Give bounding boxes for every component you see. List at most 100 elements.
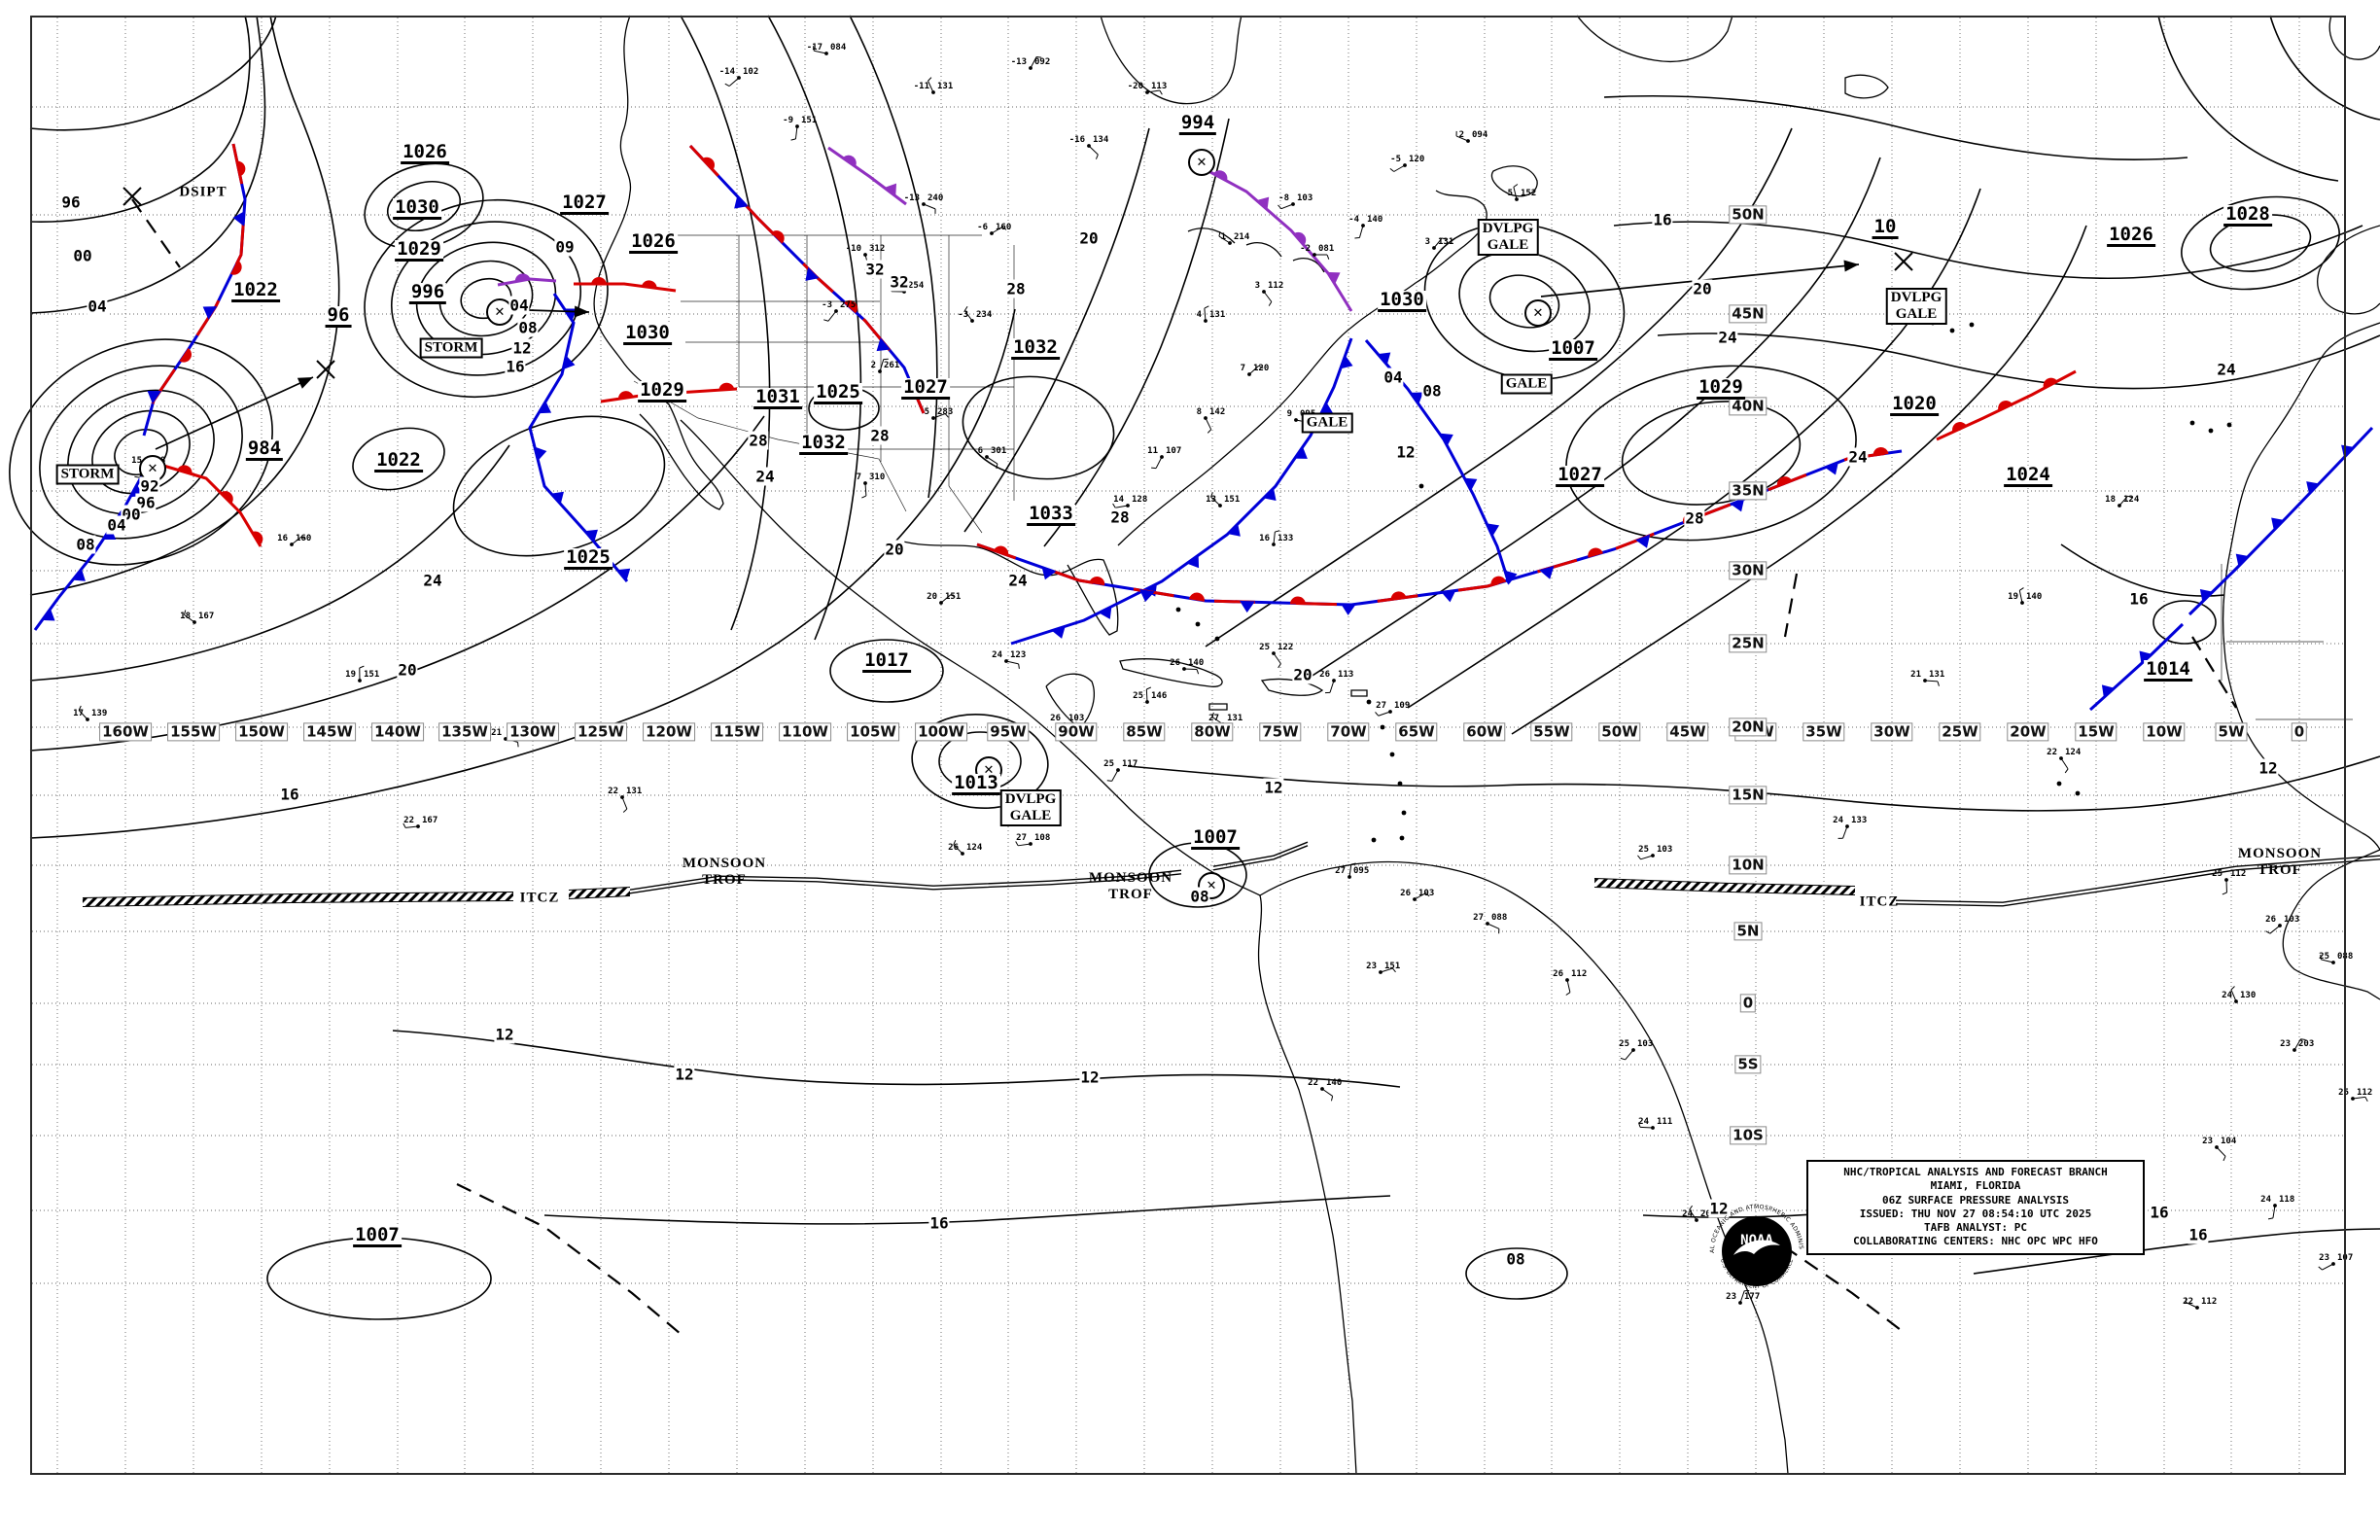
station-temperature: -13 [1011, 57, 1027, 67]
station-wind-barb [1433, 237, 1443, 249]
station-pressure: 122 [1278, 643, 1293, 652]
front-marker-semicircle [1776, 476, 1793, 488]
station-pressure: 140 [1326, 1078, 1342, 1088]
front-line-stationary [976, 449, 1903, 607]
longitude-label: 15W [2075, 722, 2118, 742]
trough-dashed [1783, 1245, 1902, 1331]
isobar-value: 12 [1708, 1199, 1730, 1218]
station-temperature: 18 [2105, 495, 2116, 505]
latitude-label: 30N [1729, 561, 1768, 580]
storm-position-x-icon: ✕ [1524, 299, 1552, 327]
front-marker-triangle [1139, 589, 1155, 603]
station-wind-barb [2293, 1038, 2301, 1051]
station-wind-barb [517, 742, 519, 748]
station-temperature: 7 [857, 472, 861, 482]
front-marker-semicircle [591, 277, 607, 285]
front-marker-triangle [202, 306, 218, 320]
front-marker-triangle [2101, 684, 2116, 699]
station-temperature: 23 [1726, 1292, 1736, 1302]
warning-label: GALE [1301, 412, 1353, 434]
title-block-line: ISSUED: THU NOV 27 08:54:10 UTC 2025 [1859, 1207, 2092, 1220]
latitude-label: 50N [1729, 205, 1768, 225]
station-temperature: -6 [977, 223, 988, 232]
station-temperature: 17 [73, 709, 84, 718]
station-pressure: 203 [2298, 1039, 2314, 1049]
station-wind-barb [2318, 1266, 2323, 1271]
forecast-position-x-icon [316, 360, 335, 379]
pressure-value: 994 [1178, 112, 1217, 135]
coastline [2222, 322, 2380, 851]
longitude-label: 105W [847, 722, 899, 742]
station-temperature: 27 [1376, 701, 1386, 711]
front-marker-semicircle [1952, 422, 1968, 434]
latitude-label: 15N [1729, 786, 1768, 805]
station-wind-barb [291, 536, 302, 545]
coastline [1119, 658, 1223, 687]
station-temperature: 25 [1619, 1039, 1629, 1049]
isobar-closed [829, 639, 944, 703]
station-temperature: 18 [180, 612, 191, 621]
island-dot [1949, 328, 1955, 333]
station-temperature: -5 [1390, 155, 1401, 164]
isobar-value: 16 [1652, 210, 1673, 229]
pressure-value: 1032 [1011, 336, 1060, 360]
isobar-closed [415, 241, 557, 356]
feature-label: ITCZ [519, 890, 560, 906]
longitude-label: 145W [303, 722, 356, 742]
front-marker-semicircle [843, 299, 858, 314]
station-pressure: 151 [1384, 962, 1400, 971]
isobar-closed [386, 181, 462, 231]
station-wind-barb [1146, 89, 1160, 93]
station-wind-barb [1565, 992, 1571, 996]
pressure-value: 1028 [2223, 203, 2272, 227]
front-marker-triangle [1185, 553, 1200, 569]
station-wind-barb [1380, 967, 1393, 973]
trough-dashed [2191, 636, 2237, 709]
isobar [1407, 188, 1981, 709]
station-temperature: 24 [1638, 1117, 1649, 1127]
station-pressure: 261 [884, 361, 899, 370]
trough-dashed [131, 198, 181, 268]
front-marker-semicircle [641, 280, 657, 290]
station-temperature: 19 [345, 670, 356, 680]
coastline [1100, 15, 1242, 105]
latitude-label: 20N [1729, 718, 1768, 737]
feature-label: MONSOON TROF [1088, 870, 1173, 902]
station-temperature: 5 [1508, 189, 1513, 198]
pressure-value: 1022 [231, 279, 280, 302]
station-wind-barb [1095, 154, 1099, 159]
island-dot [1389, 752, 1395, 757]
pressure-value: 1026 [401, 141, 449, 164]
station-wind-barb [1375, 712, 1380, 717]
isobar-closed [2152, 600, 2217, 645]
station-wind-barb [2222, 1156, 2226, 1162]
isobar-closed [452, 415, 666, 557]
isobar-closed [9, 338, 273, 566]
station-temperature: -13 [904, 193, 920, 203]
station-wind-barb [1637, 855, 1641, 860]
political-border [948, 485, 983, 534]
station-wind-barb [2300, 1038, 2306, 1040]
station-wind-barb [2267, 1217, 2274, 1220]
pressure-value: 1025 [564, 546, 612, 570]
isobar-value: 08 [1505, 1249, 1526, 1269]
isobar-value: 16 [2149, 1203, 2170, 1222]
station-pressure: 120 [1409, 155, 1424, 164]
station-pressure: 254 [908, 281, 925, 291]
station-wind-barb [1513, 187, 1518, 200]
station-pressure: 094 [1472, 130, 1488, 140]
station-temperature: 3 [1255, 281, 1260, 291]
isobar [29, 15, 277, 131]
station-wind-barb [1145, 688, 1148, 703]
station-pressure: 140 [2026, 592, 2042, 602]
island-dot [2075, 790, 2081, 796]
longitude-label: 45W [1666, 722, 1709, 742]
station-wind-barb [1268, 301, 1273, 306]
station-pressure: 234 [976, 310, 993, 320]
station-temperature: 27 [1208, 714, 1219, 723]
station-pressure: 120 [1253, 364, 1269, 373]
front-line-stationary [688, 144, 926, 414]
isobar-value: 04 [106, 515, 127, 535]
front-marker-semicircle [1292, 231, 1307, 246]
island-dot [2189, 420, 2195, 426]
